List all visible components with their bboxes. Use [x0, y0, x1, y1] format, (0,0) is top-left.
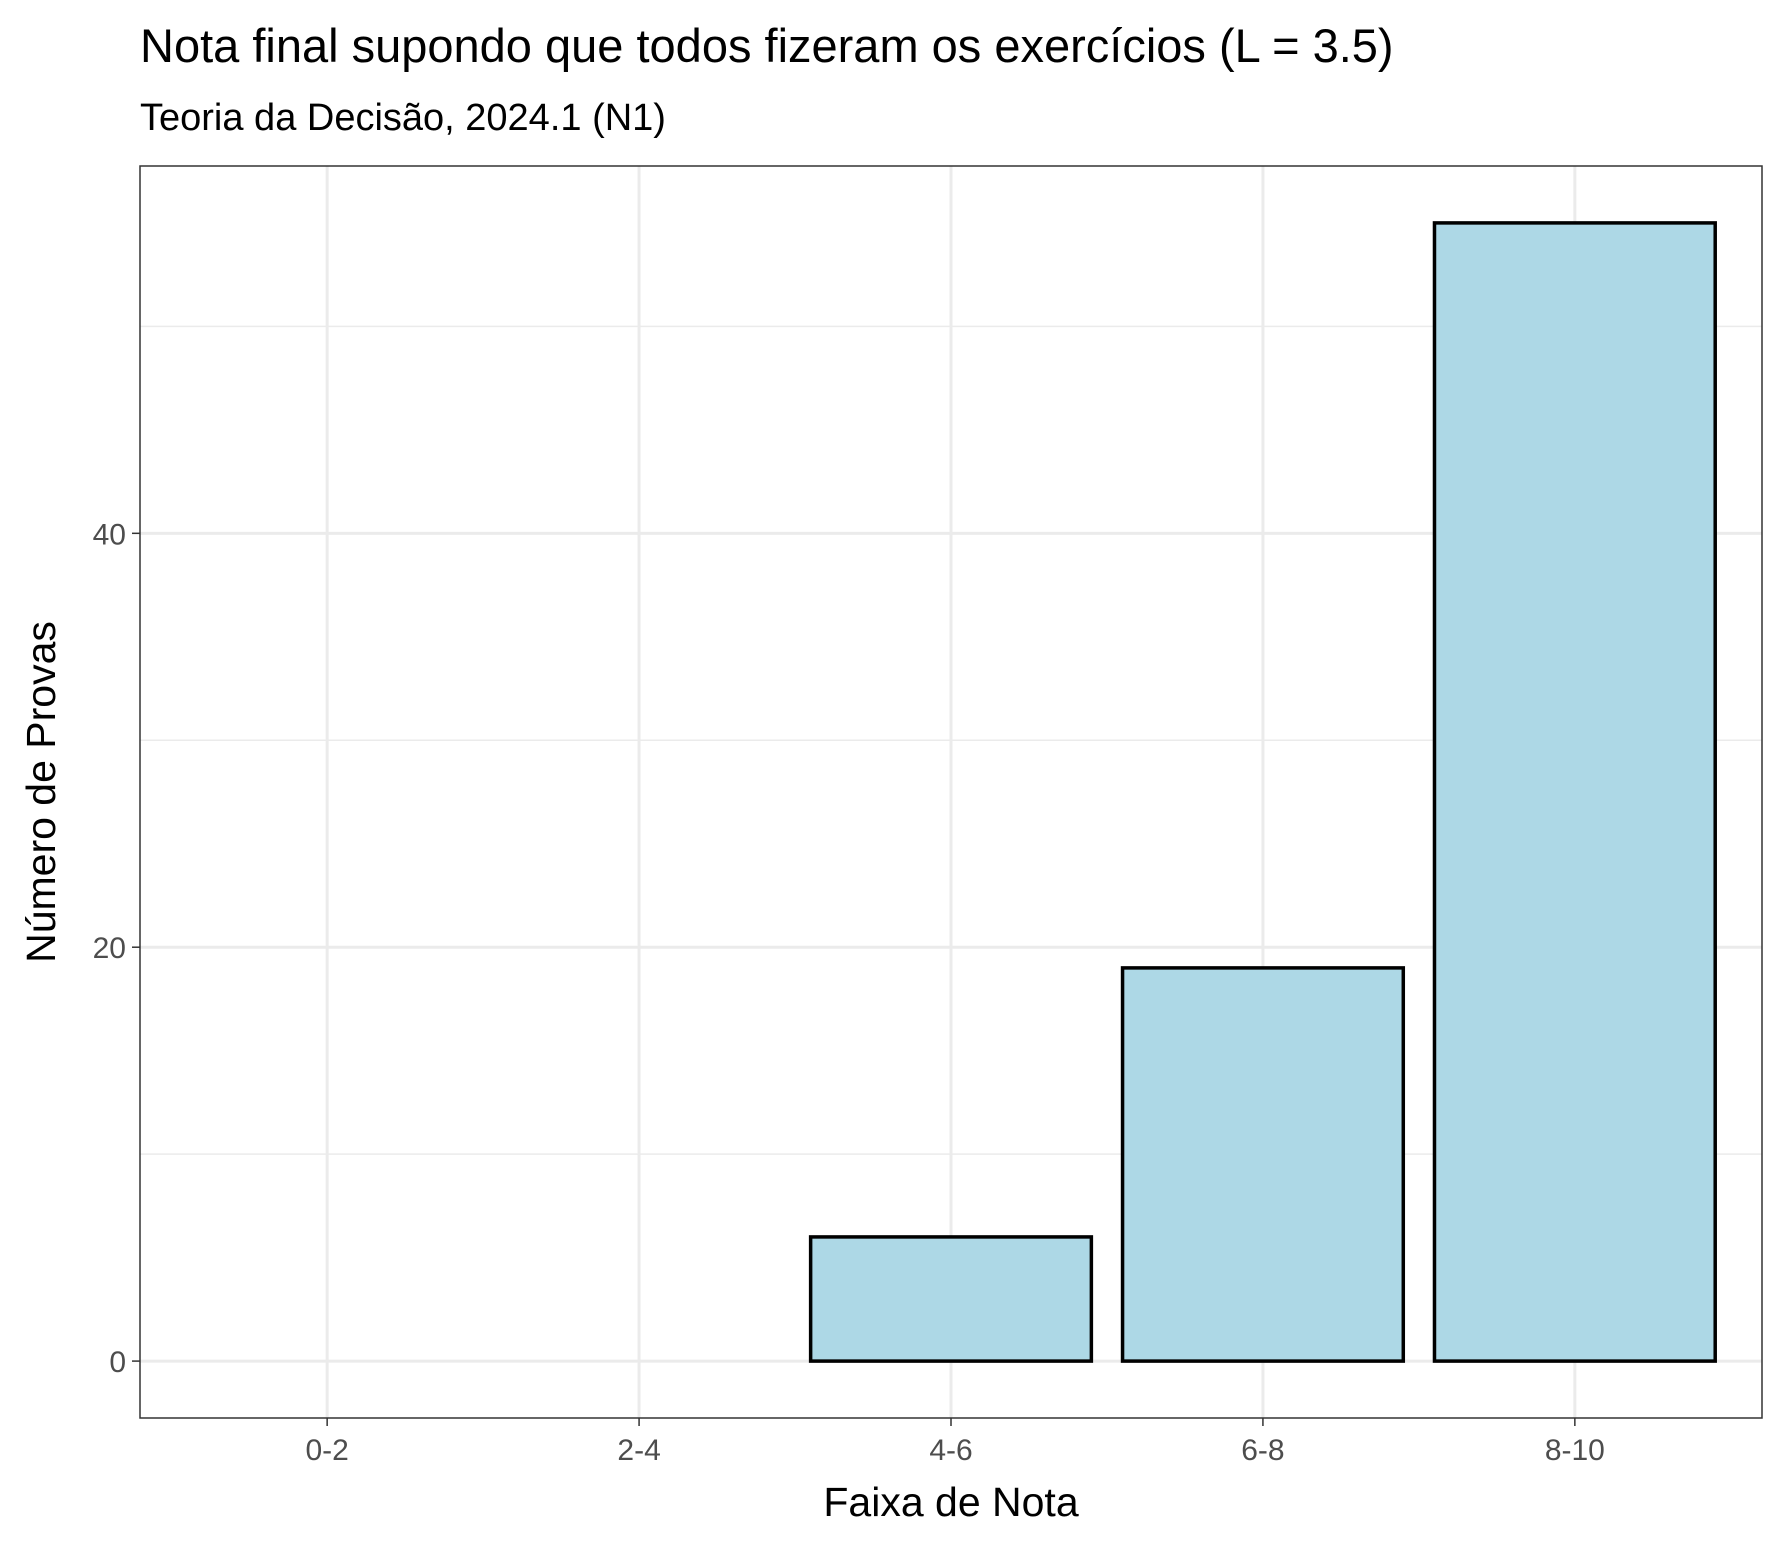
x-axis-title: Faixa de Nota — [823, 1479, 1078, 1525]
y-axis-title: Número de Provas — [18, 621, 64, 963]
bars — [808, 221, 1717, 1363]
x-tick-label: 2-4 — [617, 1434, 660, 1467]
y-tick-label: 0 — [109, 1346, 126, 1379]
x-tick-label: 8-10 — [1545, 1434, 1605, 1467]
y-tick-label: 20 — [93, 932, 126, 965]
y-tick-label: 40 — [93, 518, 126, 551]
x-axis: 0-2 2-4 4-6 6-8 8-10 — [305, 1418, 1605, 1467]
chart-title: Nota final supondo que todos fizeram os … — [140, 19, 1394, 72]
bar-8-10 — [1432, 221, 1717, 1363]
x-tick-label: 0-2 — [305, 1434, 348, 1467]
x-tick-label: 4-6 — [929, 1434, 972, 1467]
bar-4-6 — [808, 1235, 1094, 1363]
panel — [139, 165, 1763, 1419]
bar-6-8 — [1120, 966, 1406, 1363]
x-tick-label: 6-8 — [1241, 1434, 1284, 1467]
chart-subtitle: Teoria da Decisão, 2024.1 (N1) — [140, 97, 666, 139]
y-axis: 0 20 40 — [93, 518, 140, 1379]
